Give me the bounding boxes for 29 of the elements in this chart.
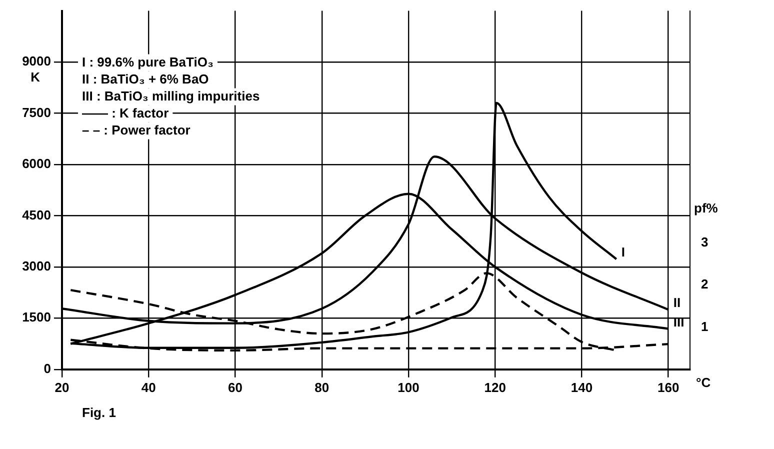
annotation: – – : Power factor	[82, 122, 190, 138]
y-tick-label: 0	[44, 360, 51, 376]
y-tick-label: 3000	[22, 258, 51, 274]
y-tick-label: 4500	[22, 207, 51, 222]
series-label: I	[621, 244, 625, 260]
x-tick-label: 40	[141, 380, 156, 395]
x-tick-label: 80	[314, 380, 330, 395]
y-axis-title: K	[30, 70, 41, 85]
y2-tick-label: 3	[701, 234, 708, 250]
caption: Fig. 1	[82, 404, 116, 420]
annotation: I : 99.6% pure BaTiO₃	[82, 54, 214, 70]
annotation: —— : K factor	[82, 105, 169, 120]
y-tick-label: 6000	[22, 156, 51, 172]
x-tick-label: 20	[54, 380, 70, 395]
y2-axis-title: pf%	[694, 200, 718, 216]
x-axis-title: °C	[696, 374, 712, 390]
x-tick-label: 60	[228, 380, 242, 395]
y2-tick-label: 1	[701, 318, 708, 334]
y-tick-label: 9000	[22, 54, 51, 69]
x-tick-label: 160	[657, 380, 680, 395]
annotation: II : BaTiO₃ + 6% BaO	[82, 71, 209, 86]
x-tick-label: 140	[570, 380, 593, 395]
x-tick-label: 100	[398, 380, 420, 395]
y2-tick-label: 2	[701, 276, 708, 292]
y-tick-label: 1500	[22, 310, 51, 325]
annotation: III : BaTiO₃ milling impurities	[82, 88, 260, 104]
series-label: II	[673, 295, 681, 310]
y-tick-label: 7500	[22, 104, 51, 120]
x-tick-label: 120	[484, 380, 506, 395]
